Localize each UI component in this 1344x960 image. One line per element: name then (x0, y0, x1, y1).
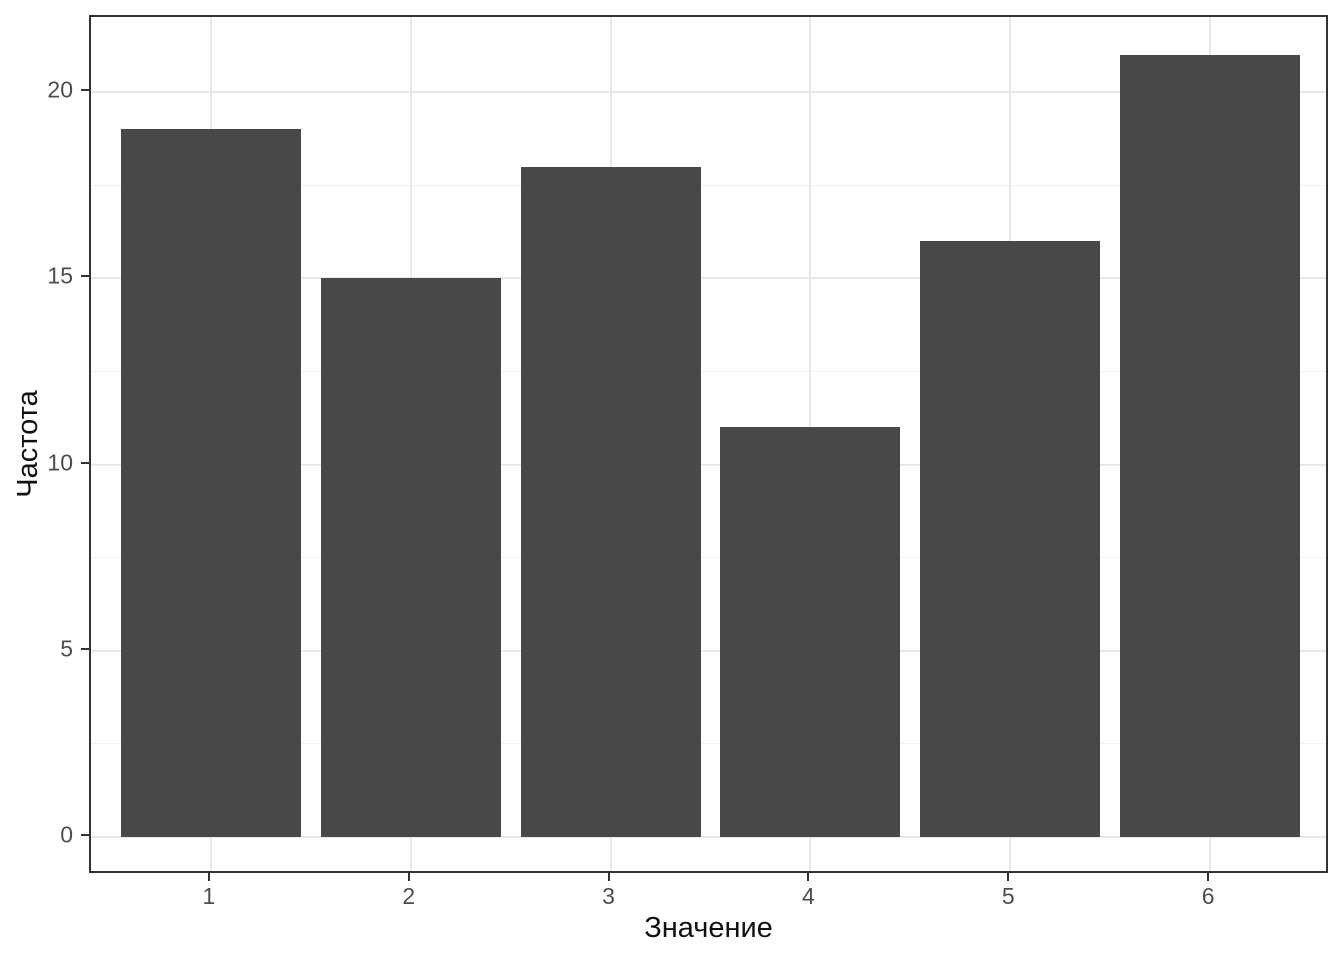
bar (920, 241, 1101, 837)
y-tick-label: 20 (47, 76, 73, 103)
x-tick-mark (207, 873, 210, 881)
gridline-minor-horizontal (91, 370, 1326, 372)
y-tick-label: 5 (60, 635, 73, 662)
x-tick-label: 1 (202, 883, 216, 909)
bar (320, 278, 501, 837)
x-tick-mark (807, 873, 810, 881)
gridline-major-horizontal (91, 91, 1326, 93)
x-tick-mark (607, 873, 610, 881)
gridline-minor-horizontal (91, 557, 1326, 559)
x-axis-title: Значение (644, 912, 773, 944)
x-tick-label: 5 (1001, 883, 1015, 909)
y-tick-label: 15 (47, 262, 73, 289)
bar (520, 166, 701, 837)
bar (1120, 54, 1301, 837)
x-tick-mark (1007, 873, 1010, 881)
y-tick-mark (81, 89, 89, 91)
gridline-major-horizontal (91, 277, 1326, 280)
y-tick-mark (81, 275, 89, 278)
bar (720, 427, 901, 837)
x-tick-label: 2 (402, 883, 416, 909)
gridline-major-horizontal (91, 649, 1326, 652)
x-tick-label: 3 (602, 883, 615, 909)
y-tick-mark (81, 461, 89, 464)
x-tick-label: 4 (802, 883, 815, 909)
x-tick-mark (407, 873, 410, 881)
gridline-major-horizontal (91, 836, 1326, 838)
y-tick-label: 10 (47, 449, 73, 475)
x-tick-label: 6 (1201, 883, 1215, 909)
x-tick-mark (1207, 873, 1210, 881)
y-tick-mark (81, 647, 89, 650)
gridline-major-horizontal (91, 463, 1326, 466)
gridline-minor-horizontal (91, 184, 1326, 186)
gridline-minor-horizontal (91, 743, 1326, 745)
y-tick-mark (81, 834, 89, 836)
y-tick-label: 0 (60, 821, 73, 848)
bar (120, 129, 301, 837)
plot-panel (89, 15, 1328, 873)
y-axis-title: Частота (12, 390, 44, 498)
